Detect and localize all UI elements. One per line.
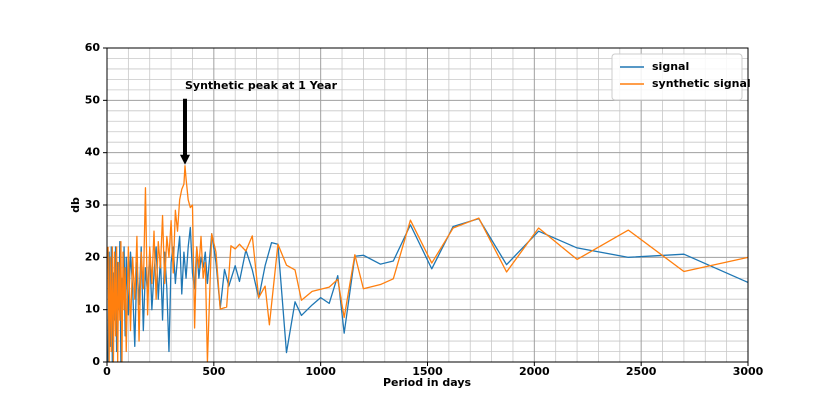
y-tick-label: 40 xyxy=(85,146,101,159)
series-line xyxy=(107,165,749,363)
y-tick-label: 20 xyxy=(85,250,101,263)
y-tick-label: 60 xyxy=(85,41,101,54)
y-tick-label: 0 xyxy=(92,355,100,368)
x-tick-label: 1500 xyxy=(412,365,443,378)
annotation-text: Synthetic peak at 1 Year xyxy=(185,79,338,92)
x-tick-label: 3000 xyxy=(733,365,764,378)
y-tick-label: 30 xyxy=(85,198,101,211)
legend-label: signal xyxy=(652,60,689,73)
x-tick-label: 2000 xyxy=(519,365,550,378)
plot-frame xyxy=(106,47,749,363)
legend-box xyxy=(611,53,743,101)
x-tick-label: 500 xyxy=(202,365,225,378)
y-tick-label: 50 xyxy=(85,93,101,106)
x-axis-label: Period in days xyxy=(383,376,472,389)
legend-label: synthetic signal xyxy=(652,77,751,90)
series-line xyxy=(107,217,749,363)
x-tick-label: 2500 xyxy=(626,365,657,378)
x-tick-label: 0 xyxy=(103,365,111,378)
annotation-arrowhead xyxy=(179,154,190,165)
x-tick-label: 1000 xyxy=(305,365,336,378)
y-tick-label: 10 xyxy=(85,303,101,316)
y-axis-label: db xyxy=(69,197,82,213)
